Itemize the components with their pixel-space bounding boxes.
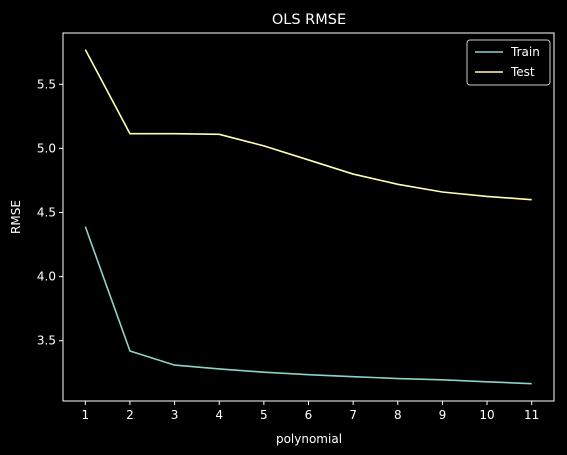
legend-label-train: Train	[510, 45, 540, 59]
x-tick-label: 11	[524, 408, 539, 422]
y-tick-label: 5.5	[37, 77, 56, 91]
axes-frame	[62, 32, 555, 402]
x-tick-label: 9	[439, 408, 447, 422]
y-tick-label: 3.5	[37, 334, 56, 348]
chart-title: OLS RMSE	[272, 12, 346, 28]
x-tick-label: 4	[215, 408, 223, 422]
legend-label-test: Test	[510, 65, 535, 79]
x-tick-label: 3	[171, 408, 179, 422]
x-tick-label: 5	[260, 408, 268, 422]
legend: Train Test	[466, 39, 551, 86]
x-tick-label: 6	[305, 408, 313, 422]
x-tick-label: 8	[394, 408, 402, 422]
x-tick-label: 10	[479, 408, 494, 422]
x-axis-label: polynomial	[276, 432, 342, 446]
y-axis-ticks: 3.5 4.0 4.5 5.0 5.5	[37, 77, 63, 348]
y-axis-label: RMSE	[9, 200, 23, 234]
y-tick-label: 4.0	[37, 270, 56, 284]
y-tick-label: 5.0	[37, 141, 56, 155]
x-tick-label: 7	[349, 408, 357, 422]
x-tick-label: 1	[81, 408, 89, 422]
series-lines	[84, 49, 532, 385]
x-axis-ticks: 1 2 3 4 5 6 7 8 9 10 11	[81, 401, 539, 422]
y-tick-label: 4.5	[37, 206, 56, 220]
x-tick-label: 2	[126, 408, 134, 422]
